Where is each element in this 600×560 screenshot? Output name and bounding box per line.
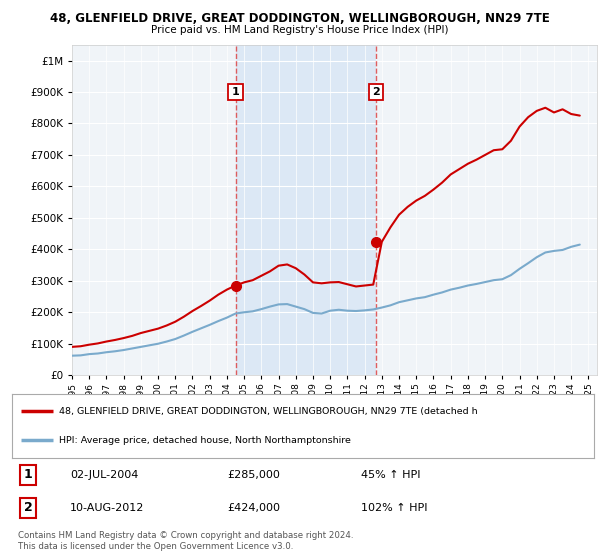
Text: 2: 2 bbox=[24, 501, 32, 515]
Text: Price paid vs. HM Land Registry's House Price Index (HPI): Price paid vs. HM Land Registry's House … bbox=[151, 25, 449, 35]
Text: 1: 1 bbox=[232, 87, 239, 97]
Text: This data is licensed under the Open Government Licence v3.0.: This data is licensed under the Open Gov… bbox=[18, 542, 293, 551]
Text: 102% ↑ HPI: 102% ↑ HPI bbox=[361, 503, 428, 513]
Text: 1: 1 bbox=[24, 468, 32, 482]
Text: 48, GLENFIELD DRIVE, GREAT DODDINGTON, WELLINGBOROUGH, NN29 7TE: 48, GLENFIELD DRIVE, GREAT DODDINGTON, W… bbox=[50, 12, 550, 25]
Text: 45% ↑ HPI: 45% ↑ HPI bbox=[361, 470, 421, 480]
Text: 10-AUG-2012: 10-AUG-2012 bbox=[70, 503, 145, 513]
Text: Contains HM Land Registry data © Crown copyright and database right 2024.: Contains HM Land Registry data © Crown c… bbox=[18, 531, 353, 540]
Text: 02-JUL-2004: 02-JUL-2004 bbox=[70, 470, 139, 480]
Bar bbox=[236, 45, 376, 375]
Text: £424,000: £424,000 bbox=[227, 503, 280, 513]
Text: 48, GLENFIELD DRIVE, GREAT DODDINGTON, WELLINGBOROUGH, NN29 7TE (detached h: 48, GLENFIELD DRIVE, GREAT DODDINGTON, W… bbox=[59, 407, 477, 416]
Text: HPI: Average price, detached house, North Northamptonshire: HPI: Average price, detached house, Nort… bbox=[59, 436, 350, 445]
Text: £285,000: £285,000 bbox=[227, 470, 280, 480]
Text: 2: 2 bbox=[372, 87, 380, 97]
